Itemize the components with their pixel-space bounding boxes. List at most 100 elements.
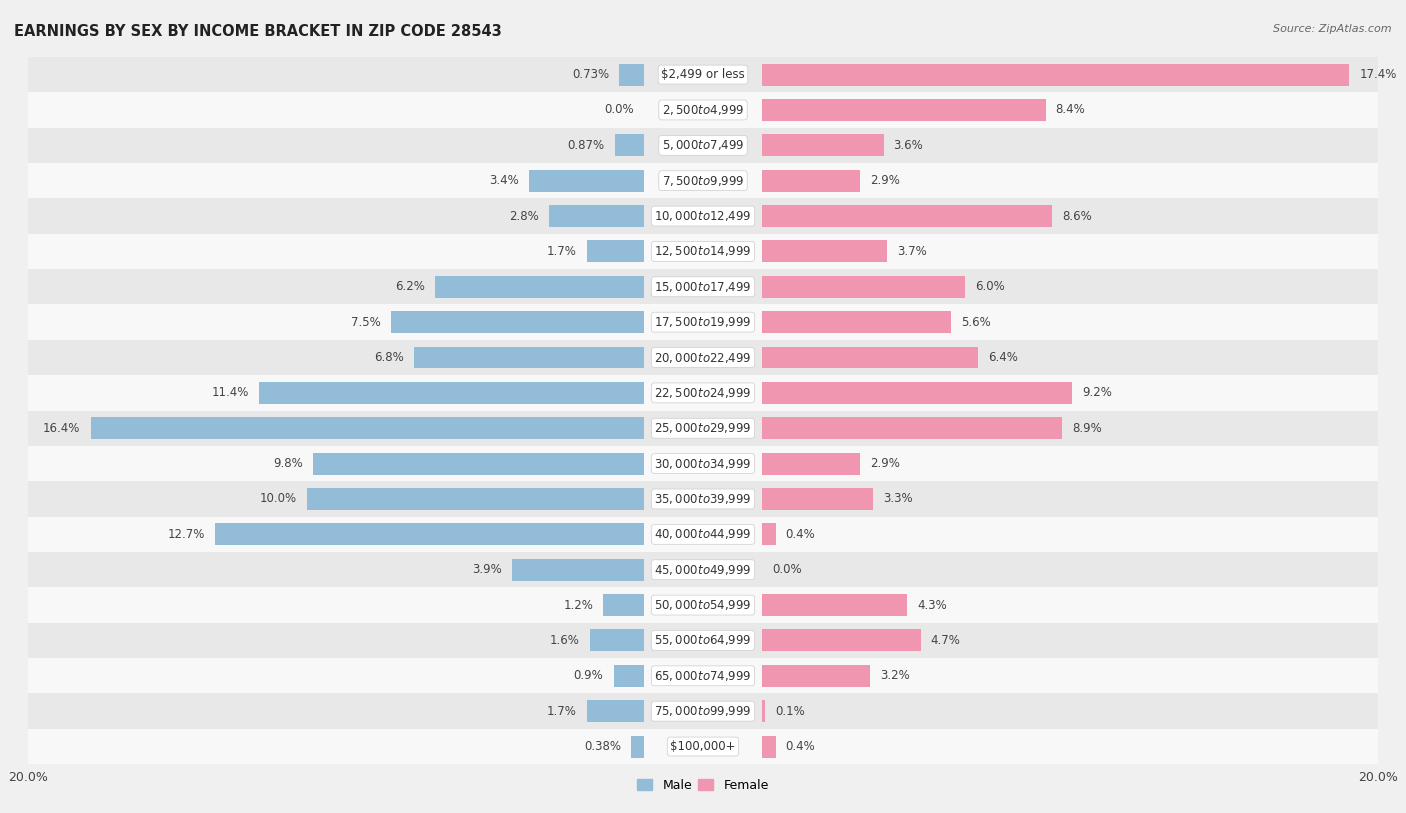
Bar <box>28 623 1378 659</box>
Bar <box>28 304 1378 340</box>
Bar <box>762 382 1073 404</box>
Bar <box>603 594 644 616</box>
Bar <box>762 665 870 687</box>
Bar <box>28 376 1378 411</box>
Text: 8.9%: 8.9% <box>1073 422 1102 435</box>
Text: $25,000 to $29,999: $25,000 to $29,999 <box>654 421 752 435</box>
Text: $12,500 to $14,999: $12,500 to $14,999 <box>654 245 752 259</box>
Text: $35,000 to $39,999: $35,000 to $39,999 <box>654 492 752 506</box>
Bar <box>762 134 883 156</box>
Bar <box>512 559 644 580</box>
Bar <box>591 629 644 651</box>
Bar <box>529 170 644 192</box>
Bar <box>631 736 644 758</box>
Text: $15,000 to $17,499: $15,000 to $17,499 <box>654 280 752 293</box>
Bar <box>550 205 644 227</box>
Bar <box>434 276 644 298</box>
Bar <box>90 417 644 439</box>
Text: $65,000 to $74,999: $65,000 to $74,999 <box>654 669 752 683</box>
Bar <box>762 63 1350 85</box>
Text: $5,000 to $7,499: $5,000 to $7,499 <box>662 138 744 152</box>
Text: 3.3%: 3.3% <box>883 493 912 506</box>
Text: 0.0%: 0.0% <box>772 563 801 576</box>
Bar <box>28 411 1378 446</box>
Text: 1.7%: 1.7% <box>547 245 576 258</box>
Text: $22,500 to $24,999: $22,500 to $24,999 <box>654 386 752 400</box>
Text: 5.6%: 5.6% <box>962 315 991 328</box>
Text: 0.73%: 0.73% <box>572 68 609 81</box>
Text: 0.4%: 0.4% <box>786 528 815 541</box>
Bar <box>307 488 644 510</box>
Bar <box>28 92 1378 128</box>
Bar <box>28 552 1378 587</box>
Text: 1.6%: 1.6% <box>550 634 579 647</box>
Bar <box>614 134 644 156</box>
Text: $2,499 or less: $2,499 or less <box>661 68 745 81</box>
Bar <box>28 269 1378 304</box>
Text: $45,000 to $49,999: $45,000 to $49,999 <box>654 563 752 576</box>
Bar <box>259 382 644 404</box>
Text: 11.4%: 11.4% <box>212 386 249 399</box>
Text: $55,000 to $64,999: $55,000 to $64,999 <box>654 633 752 647</box>
Bar <box>28 481 1378 517</box>
Text: 2.9%: 2.9% <box>870 457 900 470</box>
Text: 1.2%: 1.2% <box>564 598 593 611</box>
Text: 9.8%: 9.8% <box>273 457 304 470</box>
Bar <box>762 99 1046 121</box>
Bar <box>762 736 776 758</box>
Text: 3.6%: 3.6% <box>894 139 924 152</box>
Bar <box>28 128 1378 163</box>
Bar <box>28 693 1378 729</box>
Text: 17.4%: 17.4% <box>1360 68 1396 81</box>
Text: 6.8%: 6.8% <box>374 351 405 364</box>
Bar <box>762 488 873 510</box>
Bar <box>28 446 1378 481</box>
Text: 3.4%: 3.4% <box>489 174 519 187</box>
Bar <box>28 659 1378 693</box>
Bar <box>215 524 644 546</box>
Bar <box>28 587 1378 623</box>
Bar <box>314 453 644 475</box>
Bar <box>762 276 965 298</box>
Bar <box>28 233 1378 269</box>
Text: $7,500 to $9,999: $7,500 to $9,999 <box>662 174 744 188</box>
Text: 6.4%: 6.4% <box>988 351 1018 364</box>
Text: $17,500 to $19,999: $17,500 to $19,999 <box>654 315 752 329</box>
Bar <box>391 311 644 333</box>
Bar <box>415 346 644 368</box>
Text: 0.1%: 0.1% <box>776 705 806 718</box>
Bar <box>762 594 907 616</box>
Text: 8.4%: 8.4% <box>1056 103 1085 116</box>
Text: 4.3%: 4.3% <box>917 598 948 611</box>
Text: 7.5%: 7.5% <box>352 315 381 328</box>
Text: 0.4%: 0.4% <box>786 740 815 753</box>
Bar <box>762 524 776 546</box>
Bar <box>586 700 644 722</box>
Text: 4.7%: 4.7% <box>931 634 960 647</box>
Bar <box>619 63 644 85</box>
Text: 9.2%: 9.2% <box>1083 386 1112 399</box>
Bar <box>586 241 644 263</box>
Legend: Male, Female: Male, Female <box>633 774 773 797</box>
Bar <box>28 198 1378 234</box>
Bar <box>762 700 765 722</box>
Bar <box>28 729 1378 764</box>
Bar <box>28 340 1378 375</box>
Text: Source: ZipAtlas.com: Source: ZipAtlas.com <box>1274 24 1392 34</box>
Text: $20,000 to $22,499: $20,000 to $22,499 <box>654 350 752 364</box>
Text: $100,000+: $100,000+ <box>671 740 735 753</box>
Text: 0.0%: 0.0% <box>605 103 634 116</box>
Text: 0.87%: 0.87% <box>568 139 605 152</box>
Bar <box>28 517 1378 552</box>
Text: 1.7%: 1.7% <box>547 705 576 718</box>
Text: EARNINGS BY SEX BY INCOME BRACKET IN ZIP CODE 28543: EARNINGS BY SEX BY INCOME BRACKET IN ZIP… <box>14 24 502 39</box>
Text: 3.9%: 3.9% <box>472 563 502 576</box>
Text: $2,500 to $4,999: $2,500 to $4,999 <box>662 103 744 117</box>
Bar <box>762 170 860 192</box>
Text: 8.6%: 8.6% <box>1063 210 1092 223</box>
Text: 2.9%: 2.9% <box>870 174 900 187</box>
Text: 12.7%: 12.7% <box>167 528 205 541</box>
Bar <box>762 629 921 651</box>
Text: 3.2%: 3.2% <box>880 669 910 682</box>
Bar <box>762 453 860 475</box>
